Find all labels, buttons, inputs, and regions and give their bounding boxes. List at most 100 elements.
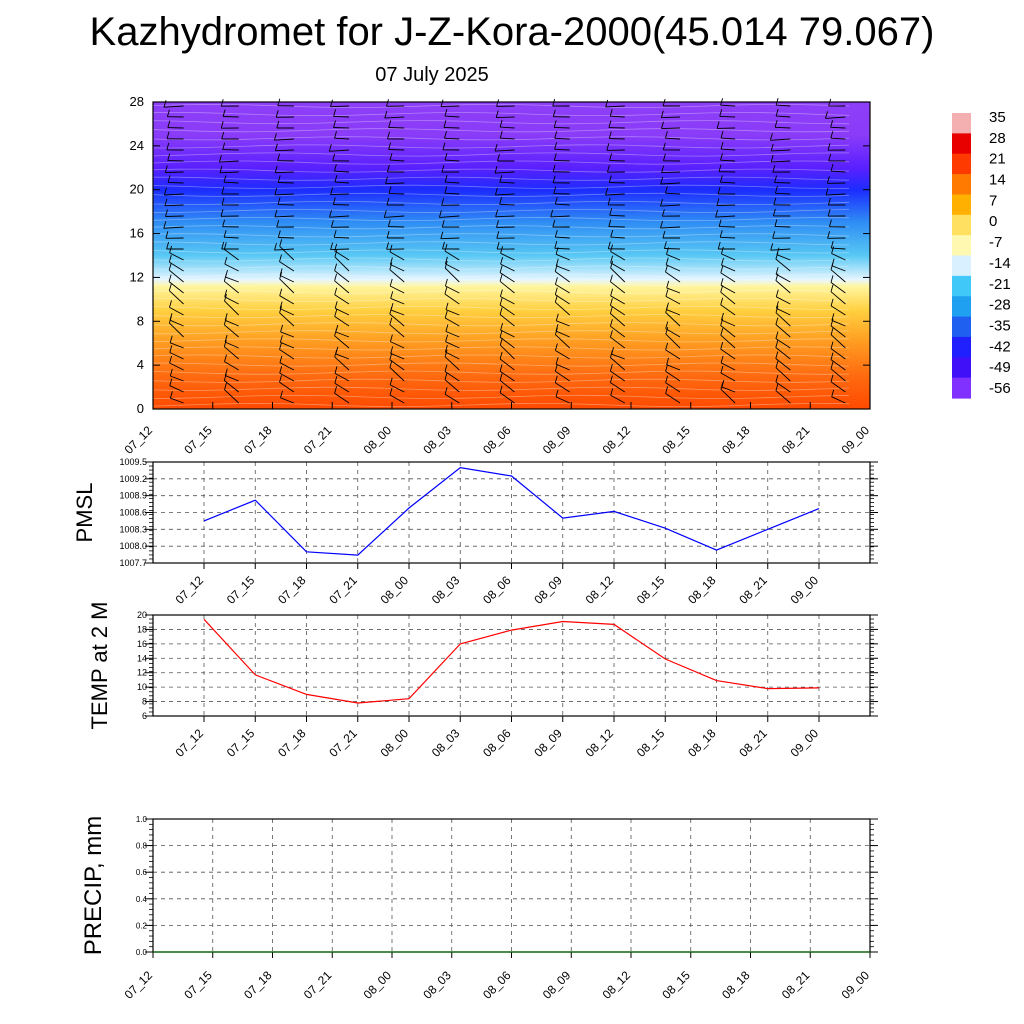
temp2m-xtick-label: 08_09 (531, 726, 565, 760)
temp2m-xtick-label: 09_00 (788, 726, 822, 760)
pmsl-ylabel: PMSL (72, 483, 97, 543)
pmsl-xtick-label: 07_21 (326, 573, 360, 607)
precip-ytick-label: 0.8 (136, 842, 148, 851)
pmsl-ytick-label: 1007.7 (119, 558, 147, 568)
pmsl-ytick-label: 1009.5 (119, 457, 147, 467)
precip-ytick-label: 1.0 (136, 815, 148, 824)
temp2m-ytick-label: 10 (137, 682, 147, 692)
temp2m-xtick-label: 08_15 (634, 726, 668, 760)
colorbar-swatch (952, 255, 971, 277)
colorbar-swatch (952, 235, 971, 257)
colorbar-swatch (952, 194, 971, 216)
heatmap-xtick-label: 08_12 (600, 423, 634, 457)
temp2m-xtick-label: 07_18 (275, 726, 309, 760)
temp2m-xtick-label: 08_18 (685, 726, 719, 760)
precip-xtick-label: 08_09 (540, 968, 574, 1002)
heatmap-xtick-label: 08_06 (480, 423, 514, 457)
heatmap-xtick-label: 08_18 (719, 423, 753, 457)
heatmap-ytick-label: 0 (137, 401, 144, 416)
heatmap-xtick-label: 07_21 (301, 423, 335, 457)
heatmap-ytick-label: 12 (130, 269, 144, 284)
temp2m-xtick-label: 08_00 (378, 726, 412, 760)
precip-panel: 1.0 0.8 0.6 0.4 0.2 0.0 07_12 07_15 07_18 07_21 08… (80, 815, 878, 1002)
heatmap-xtick-label: 08_15 (659, 423, 693, 457)
page-title: Kazhydromet for J-Z-Kora-2000(45.014 79.… (89, 10, 935, 54)
precip-xtick-label: 08_21 (779, 968, 813, 1002)
colorbar-label: -14 (989, 255, 1011, 272)
pmsl-series-line (203, 466, 820, 556)
pmsl-ytick-label: 1008.9 (119, 491, 147, 501)
pmsl-xtick-label: 08_03 (429, 573, 463, 607)
colorbar: 35 28 21 14 7 0 -7 -14 -21 -28 -35 -42 -49 -56 (952, 109, 1011, 399)
temp2m-xtick-label: 08_03 (429, 726, 463, 760)
pmsl-xtick-label: 07_15 (224, 573, 258, 607)
colorbar-swatch (952, 316, 971, 338)
precip-xtick-label: 08_00 (361, 968, 395, 1002)
pmsl-ytick-label: 1008.6 (119, 508, 147, 518)
heatmap-xtick-label: 07_18 (241, 423, 275, 457)
colorbar-label: 28 (989, 130, 1006, 147)
precip-xtick-label: 07_12 (122, 968, 156, 1002)
colorbar-swatch (952, 153, 971, 175)
pmsl-xtick-label: 08_18 (685, 573, 719, 607)
precip-xtick-label: 07_18 (241, 968, 275, 1002)
colorbar-label: -56 (989, 380, 1011, 397)
pmsl-xtick-label: 08_21 (736, 573, 770, 607)
heatmap-xtick-label: 08_21 (779, 423, 813, 457)
temp2m-ytick-label: 14 (137, 653, 147, 663)
pmsl-xtick-label: 08_12 (583, 573, 617, 607)
temp2m-ytick-label: 6 (142, 711, 147, 721)
colorbar-swatch (952, 275, 971, 297)
precip-ytick-label: 0.2 (136, 921, 148, 930)
heatmap-ytick-label: 8 (137, 313, 144, 328)
heatmap-ytick-label: 16 (130, 226, 144, 241)
precip-xtick-label: 08_15 (659, 968, 693, 1002)
heatmap-field (153, 102, 870, 409)
temp2m-xtick-label: 08_21 (736, 726, 770, 760)
precip-xtick-label: 08_03 (420, 968, 454, 1002)
precip-ytick-label: 0.6 (136, 868, 148, 877)
heatmap-ytick-label: 20 (130, 182, 144, 197)
precip-xtick-label: 08_18 (719, 968, 753, 1002)
temp2m-ytick-label: 20 (137, 610, 147, 620)
colorbar-label: -35 (989, 317, 1011, 334)
pmsl-ytick-label: 1008.0 (119, 541, 147, 551)
precip-xtick-label: 08_06 (480, 968, 514, 1002)
pmsl-xtick-label: 08_00 (378, 573, 412, 607)
temp2m-xtick-label: 08_12 (583, 726, 617, 760)
temp2m-frame (152, 614, 871, 717)
temp2m-xtick-label: 07_15 (224, 726, 258, 760)
temp2m-ytick-label: 12 (137, 668, 147, 678)
colorbar-swatch (952, 214, 971, 236)
heatmap-xtick-label: 09_00 (839, 423, 873, 457)
heatmap-ytick-label: 28 (130, 94, 144, 109)
precip-ytick-label: 0.4 (136, 895, 148, 904)
colorbar-label: -28 (989, 297, 1011, 314)
temp2m-ylabel: TEMP at 2 M (87, 602, 112, 730)
pmsl-xtick-label: 08_06 (480, 573, 514, 607)
pmsl-xtick-label: 07_18 (275, 573, 309, 607)
heatmap-ytick-label: 24 (130, 138, 144, 153)
colorbar-label: 0 (989, 213, 997, 230)
colorbar-label: -49 (989, 359, 1011, 376)
colorbar-swatch (952, 113, 971, 134)
colorbar-label: -7 (989, 234, 1002, 251)
chart-date: 07 July 2025 (375, 64, 489, 86)
pmsl-ytick-label: 1008.3 (119, 524, 147, 534)
colorbar-label: 35 (989, 109, 1006, 126)
temp2m-xtick-label: 07_12 (173, 726, 207, 760)
temp2m-xtick-label: 07_21 (326, 726, 360, 760)
precip-xtick-label: 09_00 (839, 968, 873, 1002)
colorbar-label: -42 (989, 338, 1011, 355)
colorbar-label: 14 (989, 172, 1006, 189)
colorbar-label: 21 (989, 151, 1006, 168)
colorbar-swatch (952, 357, 971, 379)
temp2m-ytick-label: 16 (137, 639, 147, 649)
heatmap-xtick-label: 08_03 (420, 423, 454, 457)
pmsl-xtick-label: 09_00 (788, 573, 822, 607)
heatmap-panel: 0 4 8 12 16 20 24 28 07_12 07_15 07_18 07_21 08_00 08… (122, 94, 873, 457)
precip-ytick-label: 0.0 (136, 948, 148, 957)
temp2m-ytick-label: 8 (142, 697, 147, 707)
pmsl-panel: 1009.5 1009.2 1008.9 1008.6 1008.3 1008.0 1007… (72, 457, 878, 607)
colorbar-label: -21 (989, 276, 1011, 293)
